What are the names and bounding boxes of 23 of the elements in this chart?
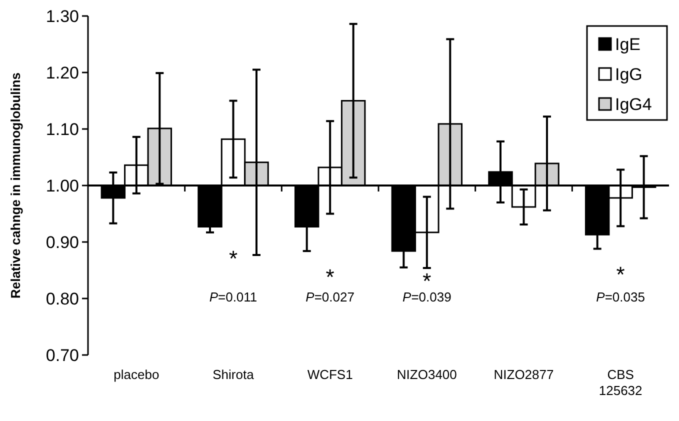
x-tick-label: Shirota (212, 367, 255, 382)
y-axis-title: Relative cahnge in immunoglobulins (8, 72, 23, 299)
annotation: * (326, 264, 335, 290)
annotation: * (228, 246, 238, 271)
annotation: * (616, 262, 626, 288)
x-tick-label: WCFS1 (307, 367, 353, 382)
x-tick-label: NIZO2877 (494, 367, 554, 382)
annotation: P=0.035 (596, 290, 645, 305)
y-tick-label: 0.90 (46, 232, 79, 252)
y-tick-label: 0.80 (46, 289, 79, 308)
x-tick-label: placebo (114, 367, 160, 382)
legend-label: IgE (615, 34, 641, 54)
annotation: P=0.027 (306, 290, 354, 305)
legend-label: IgG (615, 64, 642, 84)
legend-label: IgG4 (615, 94, 652, 114)
y-tick-label: 1.10 (46, 120, 79, 139)
x-tick-label: NIZO3400 (396, 367, 457, 382)
y-tick-label: 0.70 (46, 346, 79, 365)
y-tick-label: 1.30 (46, 6, 79, 26)
x-tick-label: CBS 125632 (598, 367, 642, 398)
y-tick-label: 1.20 (46, 63, 79, 82)
y-tick-label: 1.00 (46, 176, 79, 196)
annotation: P=0.011 (209, 290, 258, 305)
